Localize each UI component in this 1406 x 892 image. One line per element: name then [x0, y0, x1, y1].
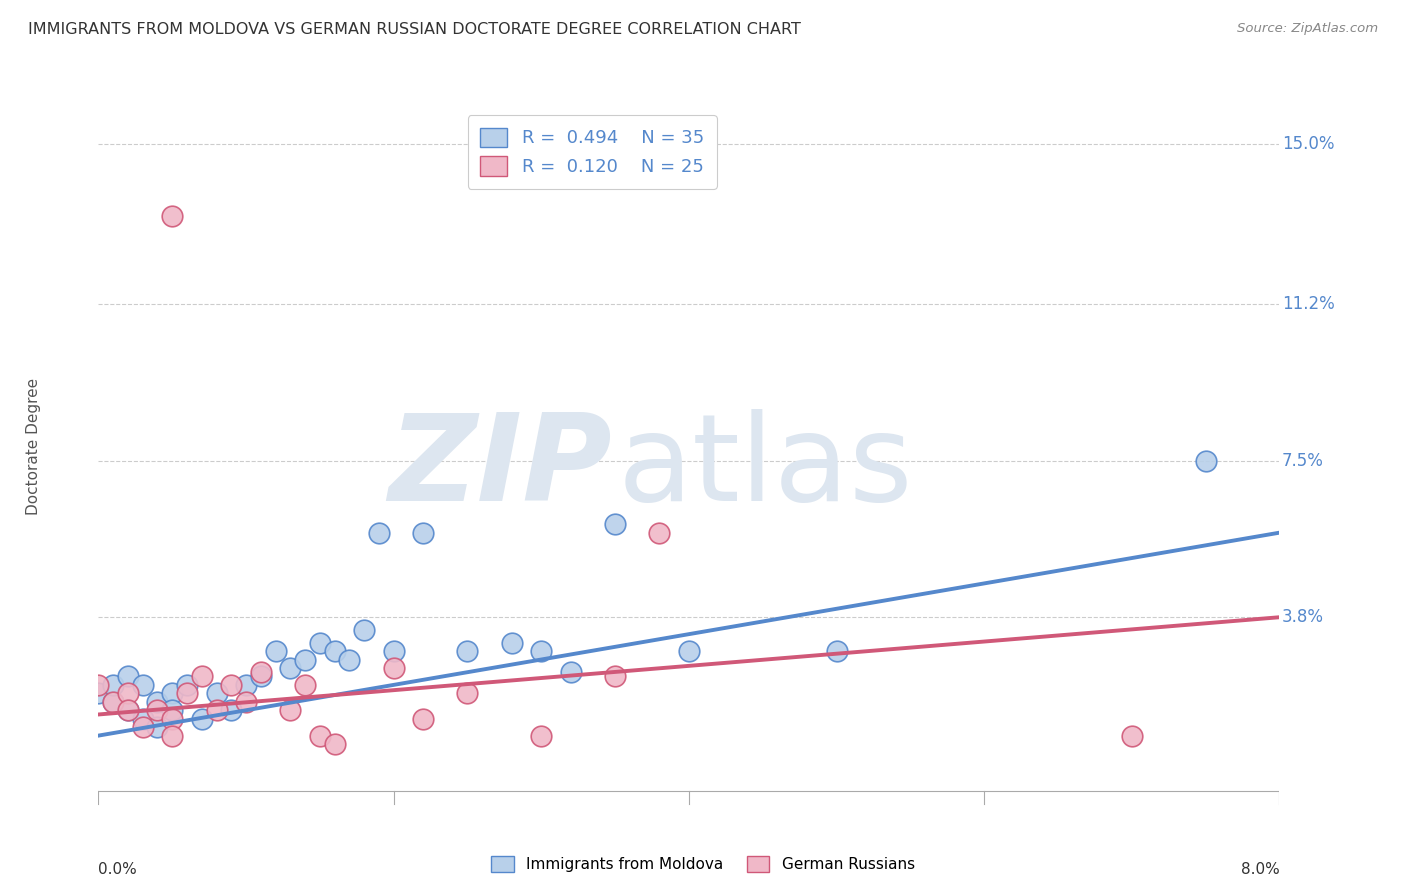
Legend: R =  0.494    N = 35, R =  0.120    N = 25: R = 0.494 N = 35, R = 0.120 N = 25: [468, 115, 717, 189]
Point: [146, 703, 169, 717]
Point: [530, 729, 553, 743]
Point: [353, 623, 375, 637]
Point: [250, 665, 273, 680]
Point: [309, 635, 332, 649]
Point: [132, 678, 155, 692]
Point: [162, 712, 183, 726]
Point: [323, 737, 346, 751]
Point: [339, 652, 361, 666]
Point: [309, 729, 332, 743]
Point: [412, 712, 434, 726]
Point: [457, 644, 479, 658]
Point: [457, 686, 479, 700]
Text: atlas: atlas: [619, 409, 914, 526]
Point: [235, 678, 257, 692]
Point: [648, 525, 671, 540]
Point: [176, 678, 198, 692]
Point: [117, 669, 139, 683]
Text: 11.2%: 11.2%: [1282, 295, 1334, 313]
Point: [191, 669, 214, 683]
Point: [103, 695, 125, 709]
Point: [205, 703, 228, 717]
Point: [132, 712, 155, 726]
Point: [412, 525, 434, 540]
Text: 15.0%: 15.0%: [1282, 135, 1334, 153]
Point: [221, 678, 243, 692]
Point: [235, 695, 257, 709]
Point: [280, 661, 302, 675]
Point: [323, 644, 346, 658]
Point: [560, 665, 582, 680]
Point: [176, 686, 198, 700]
Point: [162, 729, 183, 743]
Point: [117, 703, 139, 717]
Point: [162, 703, 183, 717]
Point: [117, 686, 139, 700]
Point: [87, 686, 110, 700]
Legend: Immigrants from Moldova, German Russians: Immigrants from Moldova, German Russians: [484, 848, 922, 880]
Point: [605, 669, 627, 683]
Point: [294, 652, 316, 666]
Point: [250, 669, 273, 683]
Text: Doctorate Degree: Doctorate Degree: [25, 377, 41, 515]
Point: [530, 644, 553, 658]
Text: Source: ZipAtlas.com: Source: ZipAtlas.com: [1237, 22, 1378, 36]
Text: 7.5%: 7.5%: [1282, 451, 1323, 470]
Point: [103, 678, 125, 692]
Point: [1195, 454, 1218, 468]
Point: [294, 678, 316, 692]
Text: 0.0%: 0.0%: [98, 863, 138, 878]
Point: [191, 712, 214, 726]
Point: [162, 686, 183, 700]
Point: [103, 695, 125, 709]
Point: [825, 644, 848, 658]
Point: [146, 720, 169, 734]
Point: [205, 686, 228, 700]
Point: [221, 703, 243, 717]
Point: [382, 644, 405, 658]
Point: [162, 209, 183, 223]
Text: ZIP: ZIP: [388, 409, 612, 526]
Point: [87, 678, 110, 692]
Point: [146, 695, 169, 709]
Text: IMMIGRANTS FROM MOLDOVA VS GERMAN RUSSIAN DOCTORATE DEGREE CORRELATION CHART: IMMIGRANTS FROM MOLDOVA VS GERMAN RUSSIA…: [28, 22, 801, 37]
Point: [264, 644, 287, 658]
Point: [678, 644, 700, 658]
Point: [117, 703, 139, 717]
Text: 8.0%: 8.0%: [1240, 863, 1279, 878]
Point: [368, 525, 391, 540]
Point: [382, 661, 405, 675]
Point: [280, 703, 302, 717]
Point: [501, 635, 523, 649]
Point: [605, 517, 627, 532]
Text: 3.8%: 3.8%: [1282, 608, 1324, 626]
Point: [1121, 729, 1143, 743]
Point: [132, 720, 155, 734]
